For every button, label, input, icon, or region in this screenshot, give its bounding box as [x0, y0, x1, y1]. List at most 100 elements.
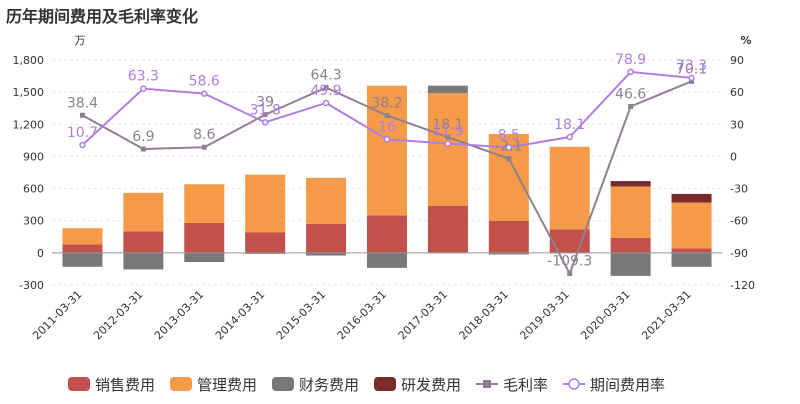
data-label-毛利率: 38.4: [67, 95, 98, 111]
y-left-tick-label: 1,500: [13, 86, 45, 99]
bar-管理费用: [610, 186, 651, 238]
bar-管理费用: [367, 85, 407, 216]
y-right-tick-label: -90: [730, 247, 748, 260]
data-label-期间费用率: 16: [378, 119, 396, 135]
bar-管理费用: [671, 202, 712, 249]
data-label-期间费用率: 10.7: [67, 125, 98, 141]
marker-毛利率: [628, 104, 634, 109]
y-right-tick-label: 90: [730, 54, 744, 67]
y-left-tick-label: 600: [23, 183, 44, 196]
x-tick-label: 2016-03-31: [335, 288, 389, 342]
bar-销售费用: [62, 244, 103, 253]
bar-管理费用: [306, 177, 347, 224]
marker-期间费用率: [140, 85, 147, 92]
bar-财务费用: [367, 252, 407, 268]
bar-销售费用: [610, 237, 651, 253]
data-label-期间费用率: 31.8: [250, 102, 281, 118]
y-left-tick-label: 0: [37, 247, 44, 260]
legend-label: 期间费用率: [590, 376, 665, 394]
bar-销售费用: [123, 231, 164, 253]
marker-毛利率: [445, 134, 451, 140]
bar-销售费用: [245, 232, 286, 253]
data-label-期间费用率: 73.3: [676, 58, 707, 74]
legend-swatch: [170, 377, 192, 391]
data-label-期间费用率: 18.1: [554, 117, 585, 133]
data-label-毛利率: 6.9: [132, 129, 154, 145]
line-layer: [79, 68, 695, 277]
legend-label: 研发费用: [401, 376, 461, 394]
bar-财务费用: [245, 252, 286, 254]
legend-marker: [568, 378, 580, 390]
marker-期间费用率: [261, 119, 269, 126]
data-label-毛利率: 38.2: [371, 96, 402, 112]
legend: 销售费用 管理费用 财务费用 研发费用 毛利率 期间费用率: [68, 376, 665, 394]
marker-毛利率: [262, 112, 268, 118]
data-label-毛利率: 70.1: [676, 61, 707, 77]
x-tick-label: 2015-03-31: [274, 288, 328, 342]
marker-期间费用率: [627, 68, 634, 76]
y-left-tick-label: 1,200: [13, 118, 45, 131]
marker-毛利率: [506, 156, 512, 162]
bar-管理费用: [549, 146, 590, 230]
y-right-tick-label: 0: [730, 150, 737, 163]
bar-管理费用: [184, 184, 225, 223]
marker-毛利率: [689, 78, 695, 84]
bar-管理费用: [245, 174, 286, 233]
bar-销售费用: [488, 220, 529, 253]
bar-销售费用: [306, 223, 347, 253]
marker-毛利率: [140, 146, 146, 152]
data-label-毛利率: 39: [256, 95, 274, 111]
bar-财务费用: [184, 252, 225, 262]
bar-财务费用: [488, 252, 529, 255]
data-label-期间费用率: 49.9: [311, 83, 342, 99]
x-tick-label: 2020-03-31: [578, 288, 632, 342]
legend-marker: [483, 380, 491, 388]
legend-label: 财务费用: [299, 376, 359, 394]
marker-毛利率: [567, 271, 573, 277]
marker-期间费用率: [79, 141, 86, 149]
bar-研发费用: [610, 181, 651, 187]
legend-label: 管理费用: [197, 376, 257, 394]
data-label-毛利率: 18.1: [432, 117, 463, 133]
legend-swatch: [68, 377, 90, 391]
data-label-layer: 38.4 6.9 8.6 39 64.3 38.2 18.1 -2.1 -109.3 46.6 70…: [67, 52, 707, 270]
y-right-tick-label: -30: [730, 183, 748, 196]
data-label-毛利率: 8.6: [193, 127, 215, 143]
bar-销售费用: [671, 248, 712, 253]
data-label-毛利率: -109.3: [547, 254, 592, 270]
x-tick-label: 2019-03-31: [517, 288, 571, 342]
bar-layer: [62, 85, 712, 276]
bar-管理费用: [123, 192, 164, 232]
marker-期间费用率: [322, 99, 330, 107]
y-right-tick-label: 60: [730, 86, 744, 99]
marker-期间费用率: [505, 144, 513, 151]
x-tick-label: 2017-03-31: [396, 288, 450, 342]
y-left-unit: 万: [75, 34, 86, 47]
bar-管理费用: [62, 228, 103, 245]
bar-财务费用: [306, 252, 347, 256]
y-right-tick-label: -60: [730, 215, 748, 228]
bar-销售费用: [427, 205, 468, 253]
data-label-毛利率: 46.6: [615, 87, 646, 103]
marker-毛利率: [384, 113, 390, 118]
data-label-期间费用率: 58.6: [189, 74, 220, 90]
legend-swatch: [374, 377, 396, 391]
bar-财务费用: [123, 252, 164, 270]
legend-label: 销售费用: [95, 376, 155, 394]
x-tick-label: 2011-03-31: [30, 288, 84, 342]
x-tick-label: 2018-03-31: [457, 288, 511, 342]
bar-销售费用: [367, 215, 407, 253]
bar-管理费用: [427, 93, 468, 206]
x-tick-label: 2014-03-31: [213, 288, 267, 342]
marker-期间费用率: [444, 140, 452, 147]
bar-财务费用: [62, 252, 103, 267]
marker-毛利率: [323, 85, 329, 91]
x-tick-label: 2013-03-31: [152, 288, 206, 342]
data-label-毛利率: -2.1: [495, 139, 522, 155]
data-label-期间费用率: 78.9: [615, 52, 646, 68]
y-left-tick-label: -300: [19, 279, 44, 292]
marker-期间费用率: [383, 136, 391, 143]
y-left-tick-label: 1,800: [13, 54, 45, 67]
